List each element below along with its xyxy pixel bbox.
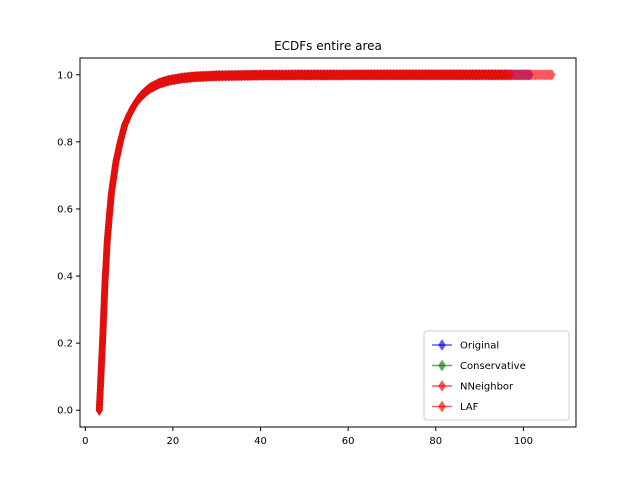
- series-layer: [95, 69, 556, 416]
- y-tick-label: 0.4: [57, 272, 73, 283]
- legend-entry-laf: LAF: [432, 400, 479, 413]
- y-tick-label: 0.2: [57, 339, 73, 350]
- x-tick-label: 40: [254, 436, 267, 447]
- legend-marker: [438, 380, 446, 392]
- data-point: [548, 69, 556, 81]
- y-tick-label: 0.8: [57, 137, 73, 148]
- legend-label: LAF: [460, 402, 479, 413]
- legend-entry-original: Original: [432, 339, 499, 352]
- y-tick-label: 1.0: [57, 70, 73, 81]
- legend: Original Conservative NNeighbor LAF: [423, 330, 570, 421]
- x-tick-label: 60: [342, 436, 355, 447]
- chart-title: ECDFs entire area: [274, 39, 382, 53]
- axes-layer: 0 20 40 60 80 100 0.0 0.2 0.4 0.6 0.8 1.0: [57, 57, 577, 447]
- x-tick-label: 20: [167, 436, 180, 447]
- x-tick-label: 80: [429, 436, 442, 447]
- legend-entry-nneighbor: NNeighbor: [432, 380, 514, 393]
- legend-label: Original: [460, 341, 499, 352]
- y-tick-label: 0.6: [57, 204, 73, 215]
- x-tick-label: 100: [514, 436, 533, 447]
- legend-box: [423, 330, 570, 421]
- legend-label: Conservative: [460, 361, 526, 372]
- series-laf: [95, 69, 556, 416]
- legend-marker: [438, 359, 446, 372]
- legend-marker: [438, 400, 446, 413]
- plot-frame: [79, 57, 577, 428]
- x-tick-label: 0: [82, 436, 88, 447]
- legend-label: NNeighbor: [460, 382, 514, 393]
- y-tick-label: 0.0: [57, 406, 73, 417]
- legend-marker: [438, 339, 446, 351]
- legend-entry-conservative: Conservative: [432, 359, 526, 372]
